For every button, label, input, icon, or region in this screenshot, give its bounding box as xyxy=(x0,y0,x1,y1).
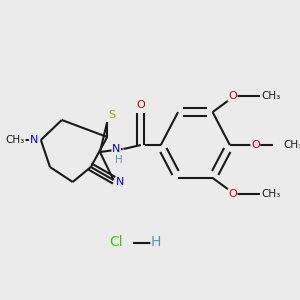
Text: H: H xyxy=(115,155,123,165)
Text: CH₃: CH₃ xyxy=(284,140,300,150)
Text: S: S xyxy=(108,110,115,120)
Text: CH₃: CH₃ xyxy=(6,135,25,145)
Text: N: N xyxy=(116,177,124,187)
Text: Cl: Cl xyxy=(110,235,123,249)
Text: O: O xyxy=(228,91,237,101)
Text: O: O xyxy=(251,140,260,150)
Text: CH₃: CH₃ xyxy=(261,189,280,199)
Text: H: H xyxy=(151,235,161,249)
Text: N: N xyxy=(29,135,38,145)
Text: CH₃: CH₃ xyxy=(261,91,280,101)
Text: N: N xyxy=(112,144,121,154)
Text: O: O xyxy=(228,189,237,199)
Text: O: O xyxy=(136,100,145,110)
